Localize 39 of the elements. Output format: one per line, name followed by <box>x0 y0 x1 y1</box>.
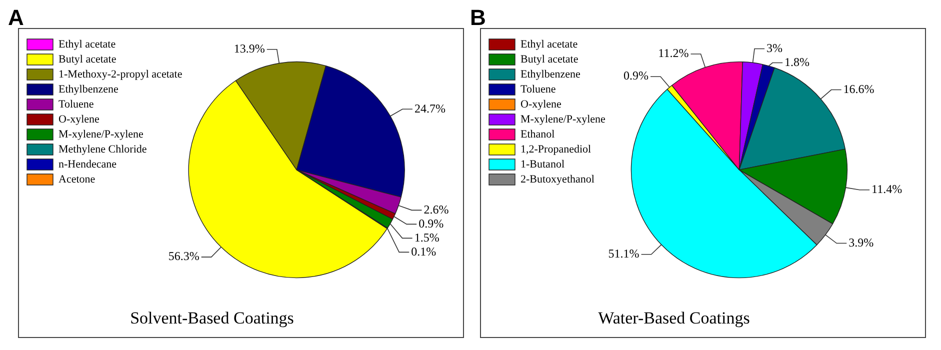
text: Water-Based Coatings <box>598 308 750 328</box>
legend-label: 1-Methoxy-2-propyl acetate <box>58 68 182 80</box>
data-label: 2.6% <box>424 202 449 216</box>
legend-label: Methylene Chloride <box>58 143 147 156</box>
legend-label: Ethyl acetate <box>520 38 578 50</box>
legend-label: Ethylbenzene <box>58 83 118 96</box>
legend-label: n-Hendecane <box>58 158 117 170</box>
legend-label: Ethylbenzene <box>520 68 580 80</box>
text: A <box>8 5 24 30</box>
data-label: 3% <box>766 40 783 55</box>
data-label: 0.1% <box>411 244 436 258</box>
legend-label: Acetone <box>58 173 96 186</box>
legend-label: Butyl acetate <box>520 53 578 66</box>
data-label: 56.3% <box>168 249 200 264</box>
data-label: 51.1% <box>608 246 640 261</box>
data-label: 16.6% <box>843 82 874 96</box>
legend-label: Toluene <box>58 98 94 110</box>
legend-label: O-xylene <box>58 113 100 126</box>
data-label: 11.4% <box>872 182 902 196</box>
text: Solvent-Based Coatings <box>130 308 294 328</box>
text: B <box>470 5 486 30</box>
legend-label: 2-Butoxyethanol <box>520 173 594 186</box>
legend-label: M-xylene/P-xylene <box>58 128 144 140</box>
data-label: 13.9% <box>234 42 265 56</box>
data-label: 1.8% <box>784 54 810 69</box>
legend-label: Ethyl acetate <box>58 38 116 50</box>
data-label: 0.9% <box>418 216 444 230</box>
data-label: 24.7% <box>414 101 446 116</box>
data-label: 3.9% <box>848 235 874 250</box>
legend-label: Ethanol <box>520 128 555 140</box>
legend-label: M-xylene/P-xylene <box>520 113 606 126</box>
legend-label: Butyl acetate <box>58 53 116 66</box>
legend-label: O-xylene <box>520 98 562 110</box>
data-label: 0.9% <box>624 68 648 83</box>
data-label: 11.2% <box>658 46 689 60</box>
data-label: 1.5% <box>414 230 440 244</box>
legend-label: Toluene <box>520 83 556 96</box>
legend-label: 1,2-Propanediol <box>520 143 592 156</box>
legend-label: 1-Butanol <box>520 158 564 170</box>
